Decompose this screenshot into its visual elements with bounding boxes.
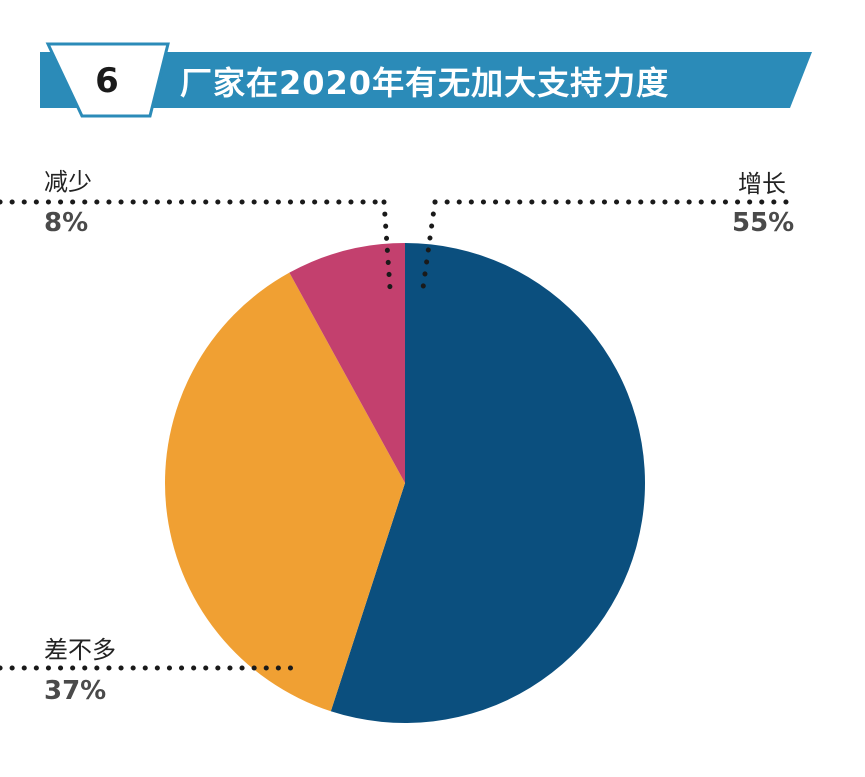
leader-lines xyxy=(0,199,793,671)
pie-slice-increase xyxy=(330,243,645,723)
slice-value-same: 37% xyxy=(44,676,107,706)
pie-slice-decrease xyxy=(289,243,405,483)
slice-label-increase: 增长 xyxy=(738,170,786,198)
pie-slice-same xyxy=(165,272,405,712)
section-number: 6 xyxy=(95,61,119,101)
slice-label-decrease: 减少 xyxy=(44,168,92,196)
header-banner xyxy=(40,42,812,118)
slice-value-decrease: 8% xyxy=(44,208,89,238)
slice-value-increase: 55% xyxy=(732,208,795,238)
slice-label-same: 差不多 xyxy=(44,636,116,664)
chart-title: 厂家在2020年有无加大支持力度 xyxy=(180,64,670,102)
